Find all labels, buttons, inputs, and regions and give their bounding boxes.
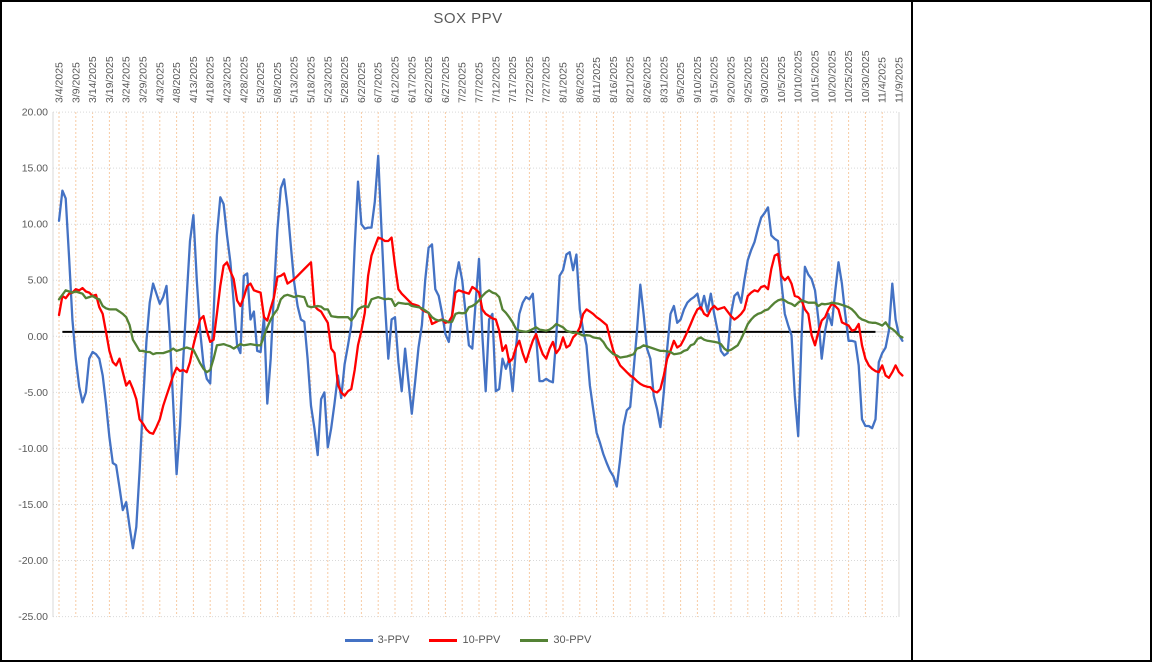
y-axis-tick-label: 5.00 — [28, 275, 49, 287]
x-axis-date-label: 8/11/2025 — [591, 57, 603, 103]
x-axis-date-label: 10/5/2025 — [776, 56, 788, 103]
x-axis-date-label: 4/13/2025 — [188, 56, 200, 103]
x-axis-date-label: 4/28/2025 — [238, 56, 250, 103]
x-axis-date-label: 3/4/2025 — [54, 62, 66, 103]
legend-line-swatch — [344, 638, 373, 642]
x-axis-date-label: 10/10/2025 — [793, 50, 805, 103]
sox-ppv-line-chart: 20.00 15.00 10.00 5.00 0.00 -5.00 -10.00 -15.00… — [18, 50, 906, 623]
chart-legend: 3-PPV 10-PPV 30-PPV — [53, 634, 883, 646]
x-axis-date-label: 8/16/2025 — [608, 56, 620, 103]
x-axis-date-label: 9/25/2025 — [742, 56, 754, 103]
x-axis-date-label: 4/3/2025 — [154, 62, 166, 103]
x-axis-date-label: 10/15/2025 — [810, 50, 822, 103]
x-axis-date-label: 7/7/2025 — [474, 62, 486, 103]
x-axis-date-label: 3/19/2025 — [104, 56, 116, 103]
x-axis-date-label: 5/13/2025 — [289, 56, 301, 103]
x-axis-date-label: 5/8/2025 — [272, 62, 284, 103]
x-axis-date-label: 6/2/2025 — [356, 62, 368, 103]
legend-line-swatch — [520, 638, 549, 642]
y-axis-tick-label: 20.00 — [22, 107, 48, 119]
y-axis-tick-label: -15.00 — [18, 499, 48, 511]
y-axis-tick-label: -5.00 — [24, 387, 48, 399]
x-axis-date-label: 6/27/2025 — [440, 56, 452, 103]
y-axis-tick-label: -25.00 — [18, 611, 48, 623]
series-line-3-ppv — [57, 154, 904, 550]
x-axis-date-label: 10/25/2025 — [843, 50, 855, 103]
x-axis-date-label: 6/7/2025 — [373, 62, 385, 103]
x-axis-date-label: 6/22/2025 — [423, 56, 435, 103]
x-axis-date-label: 7/17/2025 — [507, 56, 519, 103]
chart-title: SOX PPV — [433, 10, 503, 27]
x-axis-date-label: 8/1/2025 — [558, 62, 570, 103]
x-axis-date-label: 5/23/2025 — [322, 56, 334, 103]
x-axis-date-label: 8/31/2025 — [658, 56, 670, 103]
legend-label: 10-PPV — [462, 634, 501, 646]
x-axis-date-label: 6/17/2025 — [406, 56, 418, 103]
series-line-30-ppv — [57, 289, 904, 374]
x-axis-date-label: 10/30/2025 — [860, 50, 872, 103]
x-axis-date-label: 4/18/2025 — [205, 56, 217, 103]
x-axis-date-label: 7/22/2025 — [524, 56, 536, 103]
x-axis-date-label: 5/18/2025 — [306, 56, 318, 103]
legend-label: 3-PPV — [377, 634, 410, 646]
legend-item-3-ppv[interactable]: 3-PPV — [344, 634, 410, 646]
x-axis-date-label: 9/15/2025 — [709, 56, 721, 103]
y-axis-tick-label: 0.00 — [28, 331, 49, 343]
x-axis-date-label: 10/20/2025 — [826, 50, 838, 103]
x-axis-date-label: 4/8/2025 — [171, 62, 183, 103]
legend-line-swatch — [429, 638, 458, 642]
x-axis-date-label: 11/4/2025 — [877, 57, 889, 103]
y-axis-tick-label: -10.00 — [18, 443, 48, 455]
x-axis-date-label: 11/9/2025 — [894, 57, 906, 103]
x-axis-date-label: 7/12/2025 — [490, 56, 502, 103]
x-axis-date-label: 3/14/2025 — [87, 56, 99, 103]
x-axis-date-label: 6/12/2025 — [390, 56, 402, 103]
chart-border-line — [911, 2, 913, 660]
x-axis-date-label: 3/9/2025 — [70, 62, 82, 103]
x-axis-date-label: 8/6/2025 — [574, 62, 586, 103]
x-axis-date-label: 3/29/2025 — [138, 56, 150, 103]
x-axis-date-label: 8/21/2025 — [625, 56, 637, 103]
x-axis-date-label: 8/26/2025 — [642, 56, 654, 103]
y-axis-tick-label: -20.00 — [18, 555, 48, 567]
x-axis-date-label: 5/28/2025 — [339, 56, 351, 103]
x-axis-date-label: 9/30/2025 — [759, 56, 771, 103]
x-axis-date-label: 9/5/2025 — [675, 62, 687, 103]
y-axis-tick-label: 15.00 — [22, 163, 48, 175]
x-axis-date-label: 7/2/2025 — [457, 62, 469, 103]
x-axis-date-label: 7/27/2025 — [541, 56, 553, 103]
legend-label: 30-PPV — [553, 634, 592, 646]
x-axis-date-label: 5/3/2025 — [255, 62, 267, 103]
x-axis-date-label: 9/20/2025 — [726, 56, 738, 103]
x-axis-date-label: 3/24/2025 — [121, 56, 133, 103]
series-line-10-ppv — [57, 236, 904, 435]
y-axis-tick-label: 10.00 — [22, 219, 48, 231]
legend-item-10-ppv[interactable]: 10-PPV — [429, 634, 500, 646]
legend-item-30-ppv[interactable]: 30-PPV — [520, 634, 591, 646]
x-axis-date-label: 4/23/2025 — [222, 56, 234, 103]
x-axis-date-label: 9/10/2025 — [692, 56, 704, 103]
